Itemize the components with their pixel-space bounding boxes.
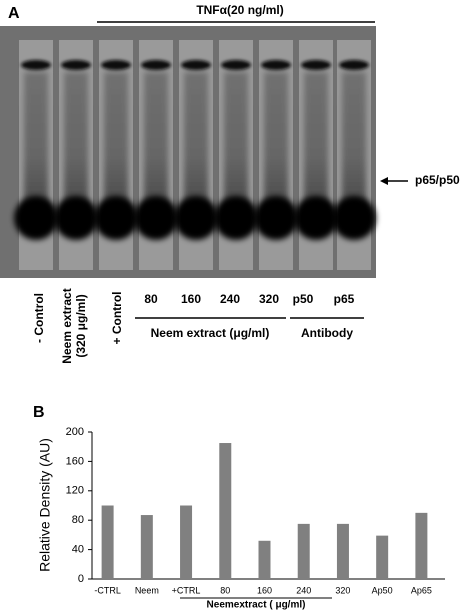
panel-label: A	[8, 5, 20, 22]
bar	[415, 512, 428, 579]
x-axis-label: Neemextract ( μg/ml)	[207, 600, 306, 611]
lane-label: 320	[259, 292, 279, 306]
lane-label: + Control	[110, 292, 124, 345]
bar	[101, 505, 114, 579]
y-tick-label: 0	[78, 573, 84, 585]
y-tick-label: 200	[66, 426, 84, 438]
y-axis-label: Relative Density (AU)	[37, 438, 53, 572]
x-tick-label: Ap50	[372, 585, 393, 595]
arrow-head	[380, 177, 388, 185]
gel-lane	[134, 40, 178, 270]
x-tick-label: Neem	[135, 585, 159, 595]
x-tick-label: Ap65	[411, 585, 432, 595]
x-tick-label: +CTRL	[172, 585, 201, 595]
lane-label: 160	[181, 292, 201, 306]
bar	[336, 523, 349, 579]
group-label: Antibody	[301, 326, 353, 340]
lane-label: (320 μg/ml)	[74, 294, 88, 357]
gel-lane	[254, 40, 298, 270]
x-tick-label: 160	[257, 585, 272, 595]
lane-label: 80	[144, 292, 158, 306]
gel-lane	[94, 40, 138, 270]
y-tick-label: 160	[66, 455, 84, 467]
group-label: Neem extract (μg/ml)	[151, 326, 270, 340]
gel-lane	[214, 40, 258, 270]
lane-label: Neem extract	[60, 288, 74, 363]
gel-lane	[174, 40, 218, 270]
band-label: p65/p50	[415, 173, 460, 187]
lane-label: - Control	[32, 293, 46, 343]
bar	[376, 535, 389, 579]
gel-lane	[294, 40, 338, 270]
bar	[219, 443, 232, 579]
y-tick-label: 80	[72, 514, 84, 526]
panel-label: B	[33, 404, 45, 421]
bar	[140, 515, 153, 579]
x-tick-label: 240	[296, 585, 311, 595]
bar	[258, 540, 271, 579]
gel-lane	[54, 40, 98, 270]
x-tick-label: -CTRL	[94, 585, 121, 595]
lane-label: p50	[293, 292, 314, 306]
bar	[297, 523, 310, 579]
treatment-label: TNFα(20 ng/ml)	[196, 3, 283, 17]
x-tick-label: 320	[335, 585, 350, 595]
gel-lane	[332, 40, 376, 270]
x-tick-label: 80	[220, 585, 230, 595]
lane-label: 240	[220, 292, 240, 306]
bar	[180, 505, 193, 579]
y-tick-label: 40	[72, 544, 84, 556]
y-tick-label: 120	[66, 485, 84, 497]
gel-lane	[14, 40, 58, 270]
lane-label: p65	[334, 292, 355, 306]
